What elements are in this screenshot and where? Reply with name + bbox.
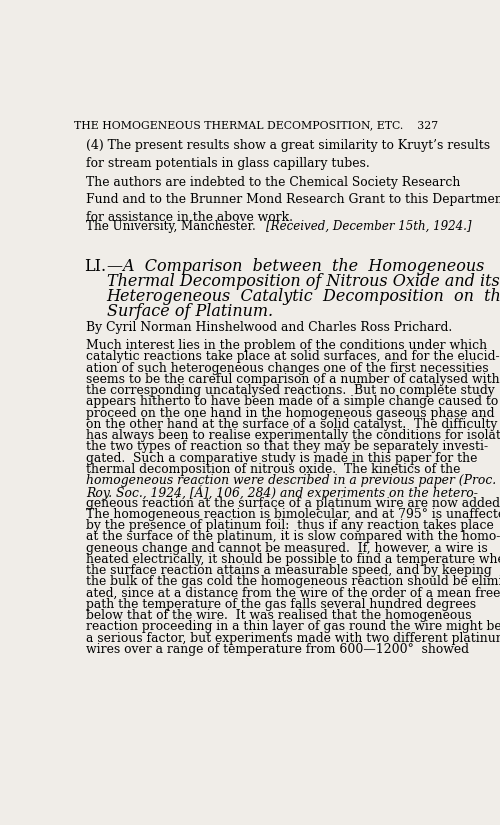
- Text: Heterogeneous  Catalytic  Decomposition  on  the: Heterogeneous Catalytic Decomposition on…: [106, 289, 500, 305]
- Text: proceed on the one hand in the homogeneous gaseous phase and: proceed on the one hand in the homogeneo…: [86, 407, 494, 420]
- Text: LI.: LI.: [84, 258, 106, 276]
- Text: geneous reaction at the surface of a platinum wire are now added.: geneous reaction at the surface of a pla…: [86, 497, 500, 510]
- Text: Thermal Decomposition of Nitrous Oxide and its: Thermal Decomposition of Nitrous Oxide a…: [106, 273, 500, 290]
- Text: THE HOMOGENEOUS THERMAL DECOMPOSITION, ETC.    327: THE HOMOGENEOUS THERMAL DECOMPOSITION, E…: [74, 120, 438, 130]
- Text: has always been to realise experimentally the conditions for isolating: has always been to realise experimentall…: [86, 429, 500, 442]
- Text: homogeneous reaction were described in a previous paper (Proc.: homogeneous reaction were described in a…: [86, 474, 496, 487]
- Text: wires over a range of temperature from 600—1200°  showed: wires over a range of temperature from 6…: [86, 643, 469, 656]
- Text: By Cyril Norman Hinshelwood and Charles Ross Prichard.: By Cyril Norman Hinshelwood and Charles …: [86, 321, 452, 334]
- Text: [Received, December 15th, 1924.]: [Received, December 15th, 1924.]: [266, 220, 471, 233]
- Text: at the surface of the platinum, it is slow compared with the homo-: at the surface of the platinum, it is sl…: [86, 530, 500, 544]
- Text: (4) The present results show a great similarity to Kruyt’s results
for stream po: (4) The present results show a great sim…: [86, 139, 490, 170]
- Text: Surface of Platinum.: Surface of Platinum.: [106, 304, 273, 320]
- Text: The authors are indebted to the Chemical Society Research
Fund and to the Brunne: The authors are indebted to the Chemical…: [86, 176, 500, 224]
- Text: Roy. Soc., 1924, [Á], 106, 284) and experiments on the hetero-: Roy. Soc., 1924, [Á], 106, 284) and expe…: [86, 485, 477, 501]
- Text: The homogeneous reaction is bimolecular, and at 795° is unaffected: The homogeneous reaction is bimolecular,…: [86, 508, 500, 521]
- Text: Much interest lies in the problem of the conditions under which: Much interest lies in the problem of the…: [86, 339, 487, 352]
- Text: below that of the wire.  It was realised that the homogeneous: below that of the wire. It was realised …: [86, 609, 471, 622]
- Text: path the temperature of the gas falls several hundred degrees: path the temperature of the gas falls se…: [86, 598, 476, 610]
- Text: geneous change and cannot be measured.  If, however, a wire is: geneous change and cannot be measured. I…: [86, 541, 487, 554]
- Text: —A  Comparison  between  the  Homogeneous: —A Comparison between the Homogeneous: [106, 258, 484, 276]
- Text: heated electrically, it should be possible to find a temperature where: heated electrically, it should be possib…: [86, 553, 500, 566]
- Text: The University, Manchester.: The University, Manchester.: [86, 220, 256, 233]
- Text: catalytic reactions take place at solid surfaces, and for the elucid-: catalytic reactions take place at solid …: [86, 351, 500, 364]
- Text: by the presence of platinum foil:  thus if any reaction takes place: by the presence of platinum foil: thus i…: [86, 519, 494, 532]
- Text: the corresponding uncatalysed reactions.  But no complete study: the corresponding uncatalysed reactions.…: [86, 384, 494, 397]
- Text: ated, since at a distance from the wire of the order of a mean free: ated, since at a distance from the wire …: [86, 587, 500, 600]
- Text: the bulk of the gas cold the homogeneous reaction should be elimin-: the bulk of the gas cold the homogeneous…: [86, 575, 500, 588]
- Text: gated.  Such a comparative study is made in this paper for the: gated. Such a comparative study is made …: [86, 451, 477, 464]
- Text: reaction proceeding in a thin layer of gas round the wire might be: reaction proceeding in a thin layer of g…: [86, 620, 500, 634]
- Text: the surface reaction attains a measurable speed, and by keeping: the surface reaction attains a measurabl…: [86, 564, 492, 577]
- Text: ation of such heterogeneous changes one of the first necessities: ation of such heterogeneous changes one …: [86, 361, 488, 375]
- Text: thermal decomposition of nitrous oxide.  The kinetics of the: thermal decomposition of nitrous oxide. …: [86, 463, 460, 476]
- Text: seems to be the careful comparison of a number of catalysed with: seems to be the careful comparison of a …: [86, 373, 500, 386]
- Text: appears hitherto to have been made of a simple change caused to: appears hitherto to have been made of a …: [86, 395, 498, 408]
- Text: a serious factor, but experiments made with two different platinum: a serious factor, but experiments made w…: [86, 631, 500, 644]
- Text: the two types of reaction so that they may be separately investi-: the two types of reaction so that they m…: [86, 441, 488, 454]
- Text: on the other hand at the surface of a solid catalyst.  The difficulty: on the other hand at the surface of a so…: [86, 418, 497, 431]
